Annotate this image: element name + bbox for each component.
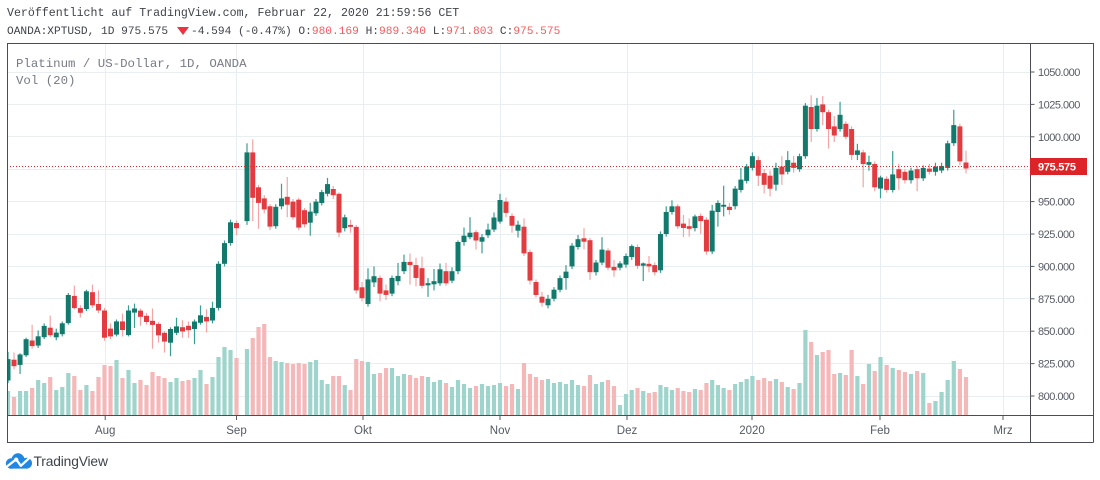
svg-text:925.000: 925.000 bbox=[1038, 229, 1075, 241]
svg-text:800.000: 800.000 bbox=[1038, 391, 1075, 403]
svg-text:1025.000: 1025.000 bbox=[1038, 99, 1080, 111]
svg-text:900.000: 900.000 bbox=[1038, 261, 1075, 273]
svg-text:1000.000: 1000.000 bbox=[1038, 132, 1080, 144]
svg-text:-4.594 (-0.47%) O:980.169 H:98: -4.594 (-0.47%) O:980.169 H:989.340 L:97… bbox=[191, 26, 560, 38]
svg-text:1050.000: 1050.000 bbox=[1038, 67, 1080, 79]
svg-text:850.000: 850.000 bbox=[1038, 326, 1075, 338]
svg-text:Okt: Okt bbox=[354, 425, 373, 437]
svg-text:Feb: Feb bbox=[870, 425, 890, 437]
svg-text:975.575: 975.575 bbox=[1038, 162, 1076, 174]
svg-text:OANDA:XPTUSD, 1D 975.575: OANDA:XPTUSD, 1D 975.575 bbox=[7, 26, 168, 38]
svg-text:825.000: 825.000 bbox=[1038, 359, 1075, 371]
svg-text:Aug: Aug bbox=[95, 425, 115, 437]
svg-text:Sep: Sep bbox=[226, 425, 246, 437]
svg-text:950.000: 950.000 bbox=[1038, 197, 1075, 209]
svg-text:Nov: Nov bbox=[490, 425, 511, 437]
svg-text:875.000: 875.000 bbox=[1038, 294, 1075, 306]
svg-text:Platinum / US-Dollar, 1D, OAND: Platinum / US-Dollar, 1D, OANDA bbox=[16, 57, 247, 71]
svg-text:Veröffentlicht auf TradingView: Veröffentlicht auf TradingView.com, Febr… bbox=[7, 7, 459, 20]
svg-text:TradingView: TradingView bbox=[34, 454, 108, 469]
svg-text:Mrz: Mrz bbox=[993, 425, 1012, 437]
svg-text:Vol (20): Vol (20) bbox=[16, 74, 76, 88]
svg-text:2020: 2020 bbox=[739, 425, 765, 437]
svg-text:Dez: Dez bbox=[617, 425, 638, 437]
